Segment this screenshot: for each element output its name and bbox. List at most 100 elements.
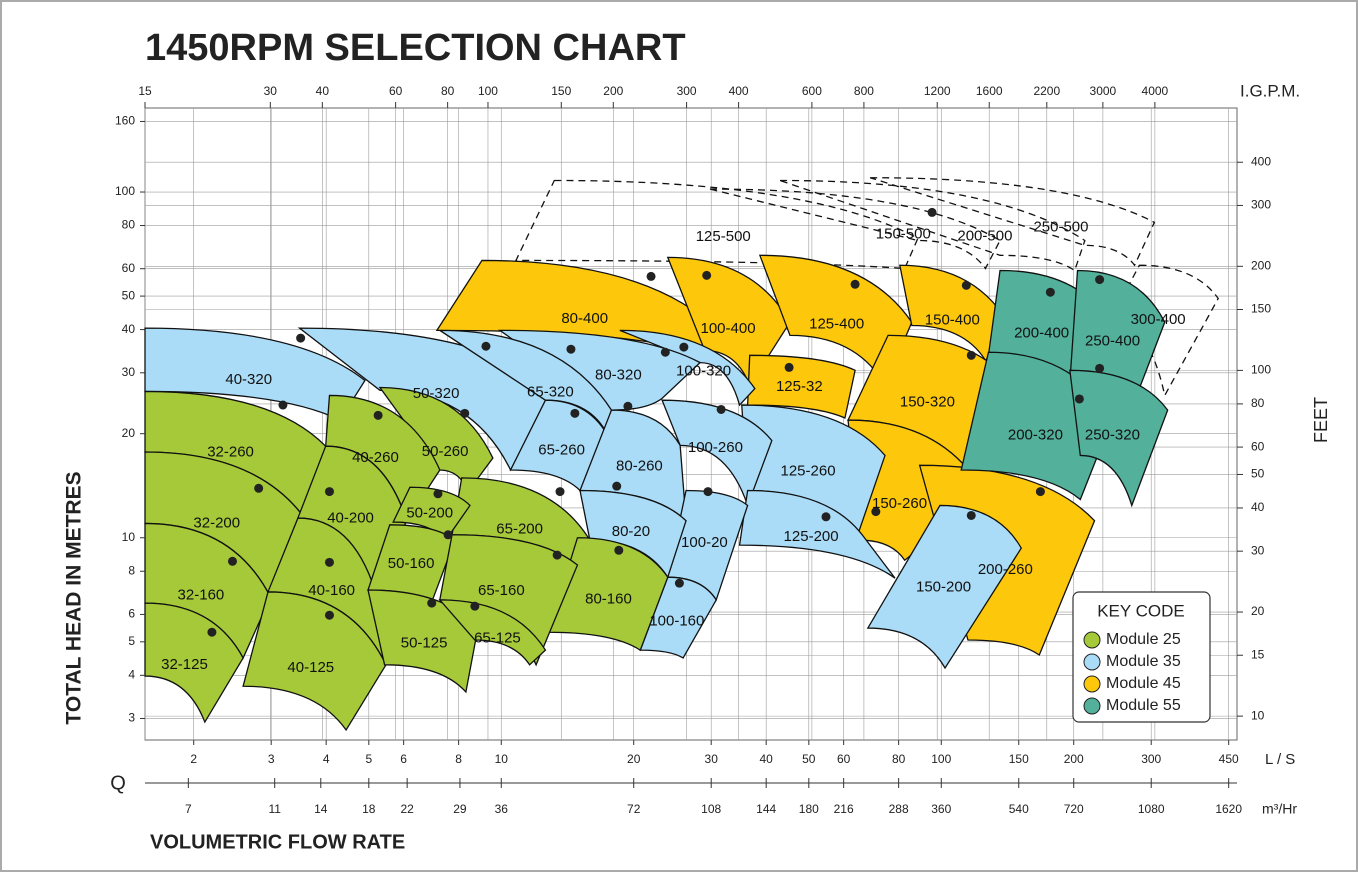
- region-label: 300-400: [1131, 311, 1186, 328]
- y2-tick-label: 50: [1251, 467, 1265, 481]
- region-label: 65-125: [474, 630, 521, 647]
- duty-point: [716, 404, 726, 414]
- x3-tick-label: 18: [362, 802, 376, 816]
- region: [738, 489, 896, 579]
- y-tick-label: 5: [128, 634, 135, 648]
- duty-point: [966, 510, 976, 520]
- x3-tick-label: 360: [931, 802, 951, 816]
- duty-point: [570, 408, 580, 418]
- duty-point: [481, 341, 491, 351]
- duty-point: [460, 408, 470, 418]
- y-tick-label: 50: [122, 288, 136, 302]
- y2-tick-label: 60: [1251, 439, 1265, 453]
- region: [661, 399, 773, 508]
- y-tick-label: 30: [122, 365, 136, 379]
- region-label: 125-200: [784, 528, 839, 545]
- duty-point: [871, 507, 881, 517]
- region-label: 80-260: [616, 458, 663, 475]
- y2-axis-label: FEET: [1311, 397, 1331, 443]
- x-tick-label: 150: [1009, 752, 1029, 766]
- x3-tick-label: 72: [627, 802, 641, 816]
- region-label: 150-400: [925, 311, 980, 328]
- x-tick-label: 200: [1064, 752, 1084, 766]
- x-tick-label: 5: [365, 752, 372, 766]
- region-label: 100-260: [688, 439, 743, 456]
- region-label: 40-160: [308, 582, 355, 599]
- region: [547, 537, 669, 652]
- y-tick-label: 8: [128, 563, 135, 577]
- region-label: 150-260: [872, 495, 927, 512]
- region-label: 125-260: [781, 462, 836, 479]
- y2-tick-label: 30: [1251, 543, 1265, 557]
- region-label: 150-320: [900, 394, 955, 411]
- region-label: 125-400: [809, 316, 864, 333]
- y-tick-label: 4: [128, 667, 135, 681]
- region: [378, 386, 494, 493]
- y-tick-label: 20: [122, 426, 136, 440]
- region: [869, 177, 1156, 267]
- y-tick-label: 6: [128, 607, 135, 621]
- region: [639, 576, 717, 659]
- legend-label: Module 55: [1106, 697, 1181, 714]
- region-label: 150-500: [876, 226, 931, 243]
- legend-label: Module 25: [1106, 631, 1181, 648]
- region-label: 32-125: [161, 656, 208, 673]
- legend-swatch: [1083, 675, 1101, 693]
- x3-tick-label: 144: [756, 802, 776, 816]
- region-label: 250-400: [1085, 333, 1140, 350]
- duty-point: [966, 350, 976, 360]
- region-label: 50-200: [406, 505, 453, 522]
- y2-tick-label: 15: [1251, 647, 1265, 661]
- x-tick-label: 20: [627, 752, 641, 766]
- y2-tick-label: 100: [1251, 363, 1271, 377]
- region: [144, 602, 244, 724]
- region-label: 100-20: [681, 534, 728, 551]
- duty-point: [679, 342, 689, 352]
- x-tick-label: 3: [268, 752, 275, 766]
- duty-point: [1095, 363, 1105, 373]
- duty-point: [324, 557, 334, 567]
- x2-tick-label: 1600: [976, 84, 1003, 98]
- region: [779, 179, 1086, 272]
- region: [438, 599, 547, 666]
- duty-point: [433, 489, 443, 499]
- duty-point: [850, 279, 860, 289]
- region-label: 65-260: [538, 441, 585, 458]
- region-label: 200-400: [1014, 324, 1069, 341]
- y2-tick-label: 40: [1251, 500, 1265, 514]
- x-tick-label: 8: [455, 752, 462, 766]
- duty-point: [555, 487, 565, 497]
- x2-unit: I.G.P.M.: [1240, 81, 1300, 100]
- y2-tick-label: 10: [1251, 708, 1265, 722]
- x2-tick-label: 1200: [924, 84, 951, 98]
- region-label: 200-260: [978, 561, 1033, 578]
- x3-tick-label: 1620: [1215, 802, 1242, 816]
- flow-symbol: Q: [110, 772, 126, 794]
- region-label: 40-320: [225, 371, 272, 388]
- x2-tick-label: 300: [677, 84, 697, 98]
- x2-tick-label: 400: [729, 84, 749, 98]
- x3-tick-label: 36: [495, 802, 509, 816]
- x2-tick-label: 100: [478, 84, 498, 98]
- y2-tick-label: 150: [1251, 302, 1271, 316]
- duty-point: [927, 207, 937, 217]
- chart-title: 1450RPM SELECTION CHART: [145, 27, 686, 69]
- x3-tick-label: 7: [185, 802, 192, 816]
- region-label: 125-500: [696, 228, 751, 245]
- y-tick-label: 80: [122, 218, 136, 232]
- duty-point: [703, 487, 713, 497]
- region-label: 100-400: [701, 320, 756, 337]
- x3-tick-label: 288: [889, 802, 909, 816]
- x2-tick-label: 40: [316, 84, 330, 98]
- duty-point: [784, 362, 794, 372]
- region-label: 40-125: [287, 659, 334, 676]
- duty-point: [470, 601, 480, 611]
- x3-tick-label: 108: [701, 802, 721, 816]
- region-label: 50-160: [388, 555, 435, 572]
- duty-point: [324, 487, 334, 497]
- duty-point: [1074, 394, 1084, 404]
- y-tick-label: 160: [115, 114, 135, 128]
- region-label: 40-260: [352, 449, 399, 466]
- region-label: 80-160: [585, 590, 632, 607]
- region-label: 50-260: [422, 443, 469, 460]
